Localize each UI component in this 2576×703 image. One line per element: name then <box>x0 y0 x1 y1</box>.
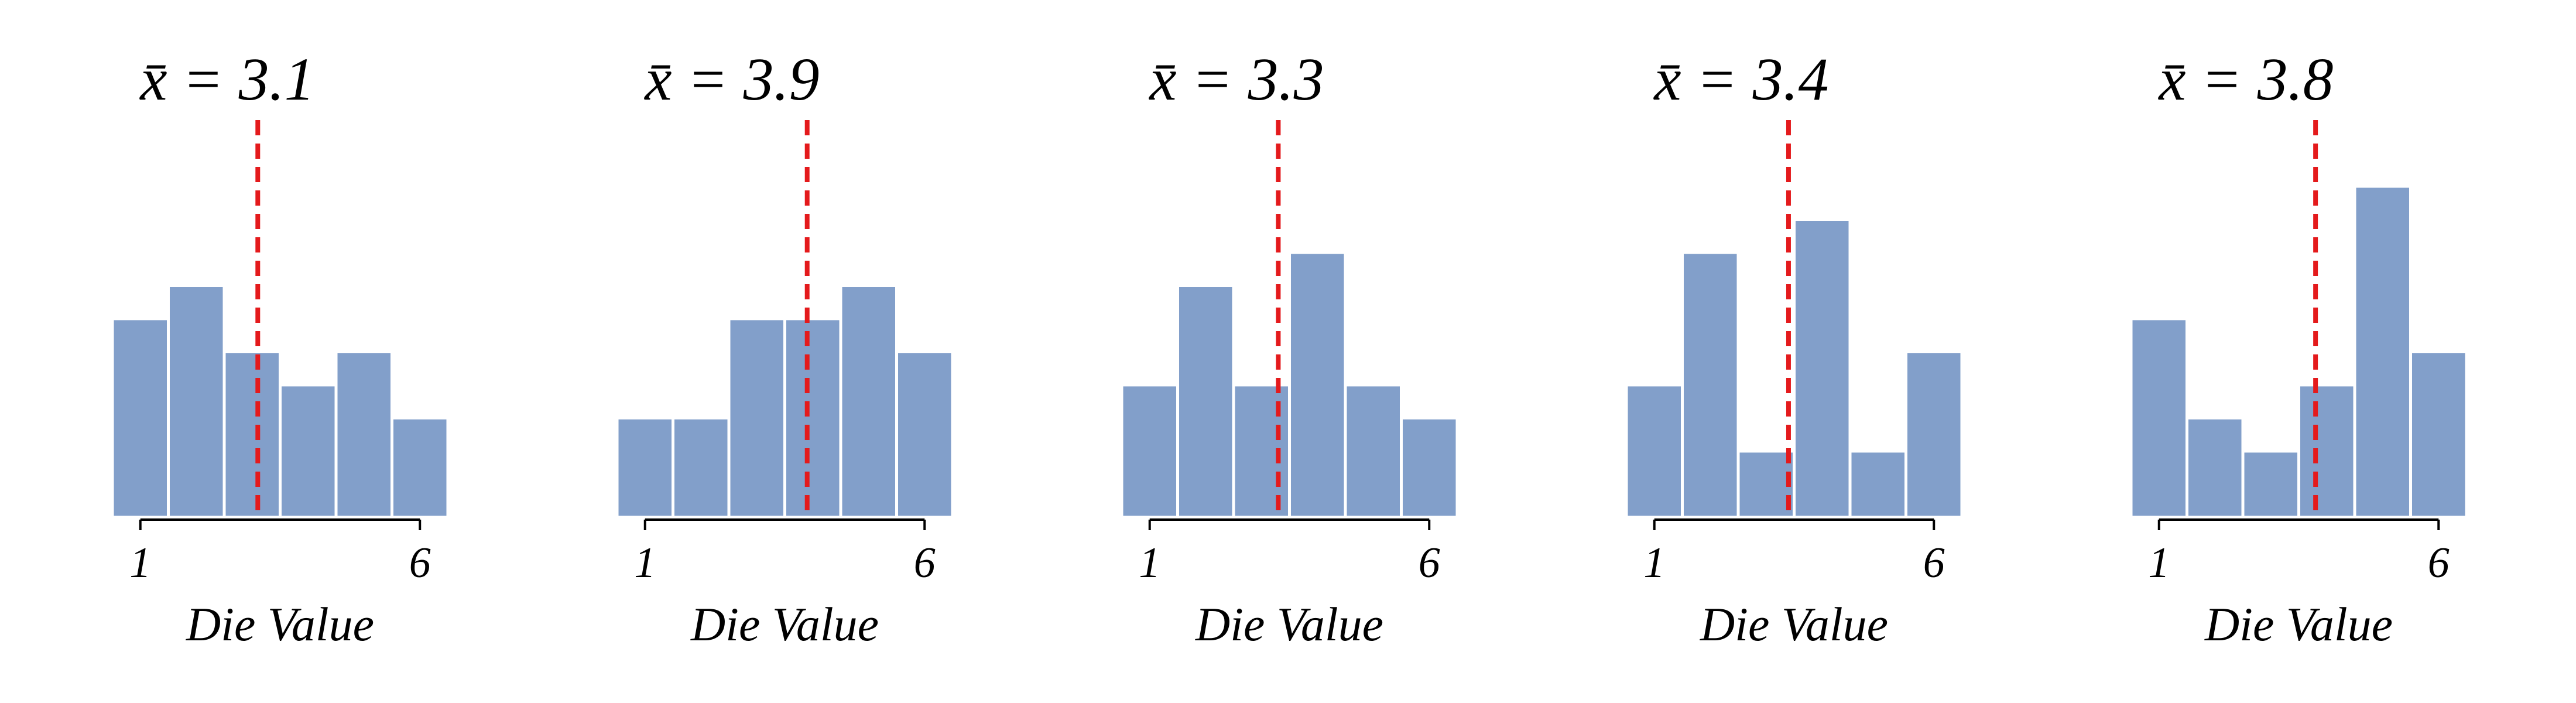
bar-die-1 <box>1625 383 1684 519</box>
histogram-panel-1: 1 6 Die Value x̄ = 3.1 <box>111 46 450 651</box>
x-tick-label-6: 6 <box>2428 539 2450 587</box>
x-tick-label-1: 1 <box>1643 539 1665 587</box>
histogram-panel-5: 1 6 Die Value x̄ = 3.8 <box>2129 46 2468 651</box>
bar-die-5 <box>334 350 393 519</box>
panel-title: x̄ = 3.4 <box>1653 46 1828 113</box>
x-axis-label: Die Value <box>1195 598 1383 651</box>
bar-die-1 <box>1120 383 1179 519</box>
bar-die-5 <box>1848 449 1907 519</box>
bar-die-3 <box>1736 449 1796 519</box>
x-tick-label-1: 1 <box>634 539 656 587</box>
x-axis-label: Die Value <box>1700 598 1888 651</box>
x-tick-label-1: 1 <box>2148 539 2170 587</box>
x-tick-label-6: 6 <box>409 539 431 587</box>
x-tick-label-1: 1 <box>129 539 151 587</box>
bar-die-2 <box>1681 251 1740 519</box>
histogram-panel-3: 1 6 Die Value x̄ = 3.3 <box>1120 46 1459 651</box>
bar-die-5 <box>839 284 898 519</box>
bar-die-1 <box>615 417 674 519</box>
bar-die-4 <box>783 317 842 519</box>
bar-die-2 <box>167 284 226 519</box>
bar-die-4 <box>279 383 338 519</box>
bar-die-6 <box>390 417 450 519</box>
x-axis-label: Die Value <box>690 598 879 651</box>
x-tick-label-6: 6 <box>1923 539 1945 587</box>
panel-title: x̄ = 3.1 <box>139 46 314 113</box>
bar-die-3 <box>1232 383 1291 519</box>
x-tick-label-6: 6 <box>914 539 936 587</box>
x-axis-label: Die Value <box>2204 598 2393 651</box>
bar-die-3 <box>727 317 786 519</box>
panel-title: x̄ = 3.3 <box>1148 46 1324 113</box>
bar-die-6 <box>1904 350 1964 519</box>
histogram-panel-2: 1 6 Die Value x̄ = 3.9 <box>615 46 954 651</box>
bar-die-2 <box>1176 284 1235 519</box>
panel-title: x̄ = 3.8 <box>2157 46 2333 113</box>
bar-die-5 <box>1344 383 1403 519</box>
x-tick-label-1: 1 <box>1139 539 1160 587</box>
bar-die-4 <box>2297 383 2356 519</box>
bar-die-2 <box>2186 417 2245 519</box>
bar-die-3 <box>2241 449 2300 519</box>
bar-die-4 <box>1288 251 1347 519</box>
bar-die-2 <box>672 417 731 519</box>
bar-die-1 <box>2129 317 2188 519</box>
bar-die-6 <box>895 350 954 519</box>
bar-die-6 <box>1400 417 1459 519</box>
bar-die-6 <box>2409 350 2468 519</box>
x-axis-label: Die Value <box>186 598 374 651</box>
bar-die-4 <box>1793 218 1852 519</box>
x-tick-label-6: 6 <box>1419 539 1440 587</box>
bar-die-3 <box>222 350 282 519</box>
bar-die-5 <box>2353 185 2412 519</box>
bar-die-1 <box>111 317 170 519</box>
panel-title: x̄ = 3.9 <box>643 46 819 113</box>
histogram-panel-4: 1 6 Die Value x̄ = 3.4 <box>1625 46 1964 651</box>
